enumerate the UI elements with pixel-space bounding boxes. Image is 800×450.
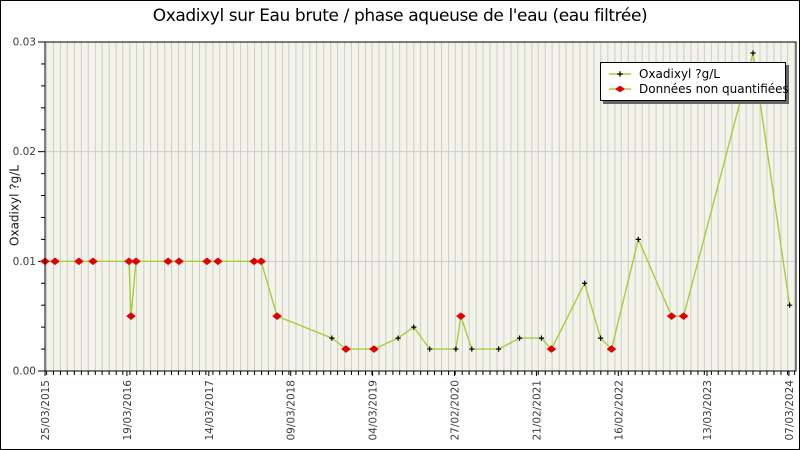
y-tick-label: 0.00 xyxy=(13,366,36,378)
nonquantified-point-marker xyxy=(666,312,677,321)
x-tick-label: 25/03/2015 xyxy=(40,380,52,441)
quantified-point-marker xyxy=(496,346,502,352)
x-tick-label: 27/02/2020 xyxy=(450,380,462,441)
nonquantified-point-marker xyxy=(163,257,173,266)
quantified-series-marker-icon xyxy=(609,70,631,77)
nonquantified-point-marker xyxy=(606,345,617,353)
legend-item: Données non quantifiées xyxy=(607,81,789,96)
legend-item: Oxadixyl ?g/L xyxy=(607,66,781,81)
nonquantified-point-marker xyxy=(126,312,136,321)
nonquantified-point-marker xyxy=(369,345,379,353)
x-tick-label: 07/03/2024 xyxy=(784,380,796,441)
legend: Oxadixyl ?g/L Données non quantifiées xyxy=(600,62,789,101)
quantified-point-marker xyxy=(635,236,641,242)
legend-label: Oxadixyl ?g/L xyxy=(639,66,720,81)
quantified-point-marker xyxy=(469,346,475,352)
x-tick-label: 09/03/2018 xyxy=(286,380,298,441)
quantified-point-marker xyxy=(427,346,433,352)
quantified-point-marker xyxy=(597,335,604,341)
legend-label: Données non quantifiées xyxy=(639,81,789,96)
nonquantified-point-marker xyxy=(202,257,212,266)
quantified-point-marker xyxy=(516,335,523,341)
quantified-point-marker xyxy=(411,324,417,330)
plot-border xyxy=(44,41,797,372)
x-tick-label: 21/02/2021 xyxy=(531,380,543,441)
chart-title: Oxadixyl sur Eau brute / phase aqueuse d… xyxy=(152,6,648,26)
nonquantified-point-marker xyxy=(256,257,266,266)
x-tick-label: 14/03/2017 xyxy=(204,380,216,441)
x-tick-label: 04/03/2019 xyxy=(368,380,380,441)
x-tick-label: 13/03/2023 xyxy=(702,380,714,441)
quantified-point-marker xyxy=(787,302,793,308)
quantified-point-marker xyxy=(582,280,588,286)
y-tick-label: 0.03 xyxy=(13,37,36,49)
quantified-point-marker xyxy=(329,335,335,341)
quantified-point-marker xyxy=(750,50,756,56)
nonquantified-point-marker xyxy=(678,312,689,321)
y-tick-label: 0.02 xyxy=(13,146,36,158)
x-tick-label: 16/02/2022 xyxy=(613,380,625,441)
nonquantified-point-marker xyxy=(341,345,351,353)
quantified-point-marker xyxy=(538,335,545,341)
nonquantified-point-marker xyxy=(50,257,60,266)
quantified-point-marker xyxy=(395,335,401,341)
quantified-point-marker xyxy=(453,346,459,352)
nonquantified-point-marker xyxy=(546,345,557,353)
y-tick-label: 0.01 xyxy=(13,256,36,268)
nonquantified-point-marker xyxy=(213,257,223,266)
nonquantified-point-marker xyxy=(456,312,466,321)
nonquantified-point-marker xyxy=(88,257,98,266)
x-tick-label: 19/03/2016 xyxy=(122,380,134,441)
nonquantified-point-marker xyxy=(272,312,282,321)
nonquantified-marker-icon xyxy=(609,85,631,92)
nonquantified-point-marker xyxy=(174,257,184,266)
nonquantified-point-marker xyxy=(131,257,141,266)
nonquantified-point-marker xyxy=(74,257,84,266)
